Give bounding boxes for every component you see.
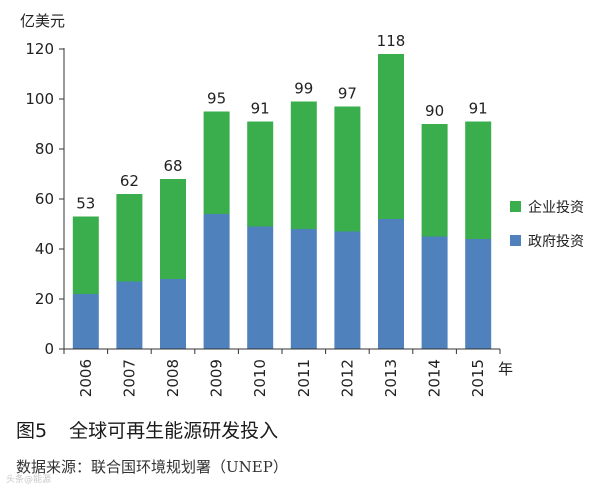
bar-segment bbox=[160, 279, 186, 349]
source-note: 数据来源：联合国环境规划署（UNEP） bbox=[16, 456, 288, 477]
bar-segment bbox=[160, 179, 186, 279]
watermark-text: 头条@能源 bbox=[6, 475, 52, 485]
bar-segment bbox=[116, 194, 143, 282]
bar-segment bbox=[203, 111, 230, 214]
bar-segment bbox=[334, 231, 361, 349]
bar-segment bbox=[334, 106, 361, 232]
bar-segment bbox=[116, 281, 143, 349]
bar-segment bbox=[378, 54, 404, 219]
x-tick-label: 2010 bbox=[251, 359, 269, 397]
x-tick-label: 2012 bbox=[338, 359, 356, 397]
figure-number: 图5 bbox=[16, 420, 48, 442]
bar-segment bbox=[247, 121, 274, 227]
x-tick-label: 2014 bbox=[426, 359, 444, 397]
source-colon: ： bbox=[76, 458, 92, 476]
bar-total-label: 99 bbox=[294, 80, 313, 98]
bar-total-label: 91 bbox=[251, 100, 270, 118]
legend-swatch bbox=[510, 235, 521, 246]
source-text: 联合国环境规划署（UNEP） bbox=[91, 458, 288, 476]
bar-total-label: 91 bbox=[469, 100, 488, 118]
x-tick-label: 2009 bbox=[208, 359, 226, 397]
bar-total-label: 97 bbox=[338, 85, 357, 103]
x-tick-label: 2011 bbox=[295, 359, 313, 397]
y-tick-label: 60 bbox=[35, 190, 54, 208]
y-tick-label: 100 bbox=[25, 90, 54, 108]
y-tick-label: 0 bbox=[44, 340, 54, 358]
bar-total-label: 62 bbox=[120, 172, 139, 190]
bar-segment bbox=[421, 124, 448, 237]
y-tick-label: 20 bbox=[35, 290, 54, 308]
y-axis: 0 20 40 60 80 100 120 bbox=[25, 40, 65, 358]
x-axis: 2006 2007 2008 2009 2010 2011 2012 2013 2014 2015 bbox=[63, 348, 501, 397]
total-labels-group: 53 62 68 95 91 99 97 118 90 91 bbox=[76, 32, 487, 213]
bar-segment bbox=[72, 294, 99, 349]
bar-total-label: 95 bbox=[207, 90, 226, 108]
x-tick-label: 2015 bbox=[469, 359, 487, 397]
stacked-bar-chart: 亿美元 年 0 20 40 60 80 100 120 53 62 68 95 91 99 97 118 9… bbox=[20, 12, 584, 397]
bar-total-label: 118 bbox=[377, 32, 406, 50]
figure-caption: 图5 全球可再生能源研发投入 bbox=[16, 416, 278, 443]
x-axis-unit-label: 年 bbox=[498, 360, 513, 378]
x-tick-label: 2008 bbox=[164, 359, 182, 397]
bar-segment bbox=[203, 214, 230, 349]
bar-segment bbox=[465, 239, 492, 349]
figure-title: 全球可再生能源研发投入 bbox=[69, 420, 279, 442]
bar-total-label: 90 bbox=[425, 102, 444, 120]
bar-segment bbox=[465, 121, 492, 239]
bars-group bbox=[72, 54, 492, 349]
bar-segment bbox=[421, 236, 448, 349]
bar-total-label: 68 bbox=[163, 157, 182, 175]
x-tick-label: 2013 bbox=[382, 359, 400, 397]
x-tick-label: 2006 bbox=[77, 359, 95, 397]
bar-segment bbox=[247, 226, 274, 349]
bar-segment bbox=[290, 101, 317, 229]
y-tick-label: 40 bbox=[35, 240, 54, 258]
bar-segment bbox=[290, 229, 317, 349]
bar-total-label: 53 bbox=[76, 195, 95, 213]
x-tick-label: 2007 bbox=[120, 359, 138, 397]
bar-segment bbox=[378, 219, 404, 349]
y-axis-unit-label: 亿美元 bbox=[20, 12, 65, 30]
legend-label: 企业投资 bbox=[528, 199, 584, 216]
y-tick-label: 120 bbox=[25, 40, 54, 58]
legend-label: 政府投资 bbox=[528, 234, 584, 250]
bar-segment bbox=[72, 216, 99, 294]
legend-swatch bbox=[510, 201, 521, 212]
y-tick-label: 80 bbox=[35, 140, 54, 158]
source-label: 数据来源 bbox=[16, 458, 77, 476]
